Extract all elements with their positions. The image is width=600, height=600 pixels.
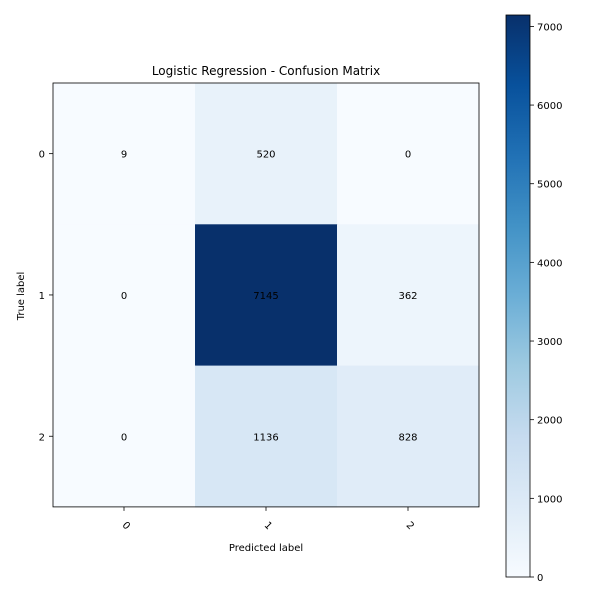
- cell-value-label: 9: [121, 150, 127, 161]
- cell-value-label: 362: [398, 291, 417, 302]
- y-tick-label: 0: [39, 150, 45, 161]
- heatmap-cell: [337, 365, 480, 508]
- heatmap-cell: [195, 365, 338, 508]
- cell-value-label: 0: [405, 150, 411, 161]
- colorbar-tick-label: 0: [537, 573, 543, 584]
- colorbar-gradient: [506, 15, 530, 577]
- y-tick-label: 1: [39, 291, 45, 302]
- cell-value-label: 0: [121, 432, 127, 443]
- colorbar-frame: [505, 14, 531, 578]
- x-tick-label: 0: [120, 520, 132, 532]
- colorbar-tick-label: 6000: [537, 101, 562, 112]
- heatmap-cell: [53, 365, 196, 508]
- x-axis-label: Predicted label: [229, 543, 303, 554]
- colorbar-tick-label: 4000: [537, 258, 562, 269]
- colorbar: 0 1000 2000 3000 4000 5000 6000 7000: [505, 14, 562, 584]
- cell-value-label: 1136: [253, 432, 278, 443]
- heatmap-cell: [337, 224, 480, 367]
- colorbar-tick-label: 7000: [537, 22, 562, 33]
- cell-value-label: 828: [398, 432, 417, 443]
- cell-value-label: 7145: [253, 291, 278, 302]
- heatmap-cell: [53, 224, 196, 367]
- colorbar-tick-label: 2000: [537, 416, 562, 427]
- heatmap-cell: [53, 83, 196, 225]
- cell-value-label: 0: [121, 291, 127, 302]
- y-axis-label: True label: [16, 272, 27, 322]
- colorbar-tick-label: 3000: [537, 337, 562, 348]
- heatmap-cell: [195, 224, 338, 367]
- heatmap-cell: [195, 83, 338, 225]
- colorbar-tick-label: 5000: [537, 180, 562, 191]
- heatmap-cell: [337, 83, 480, 225]
- colorbar-tick-label: 1000: [537, 494, 562, 505]
- chart-title: Logistic Regression - Confusion Matrix: [152, 64, 380, 78]
- plot-area: 9 520 0 0 7145 362 0 1136 828 0 1 2 0 1 2: [39, 82, 480, 532]
- x-tick-label: 1: [262, 520, 274, 532]
- x-tick-label: 2: [404, 520, 416, 532]
- y-tick-label: 2: [39, 432, 45, 443]
- cell-value-label: 520: [256, 150, 275, 161]
